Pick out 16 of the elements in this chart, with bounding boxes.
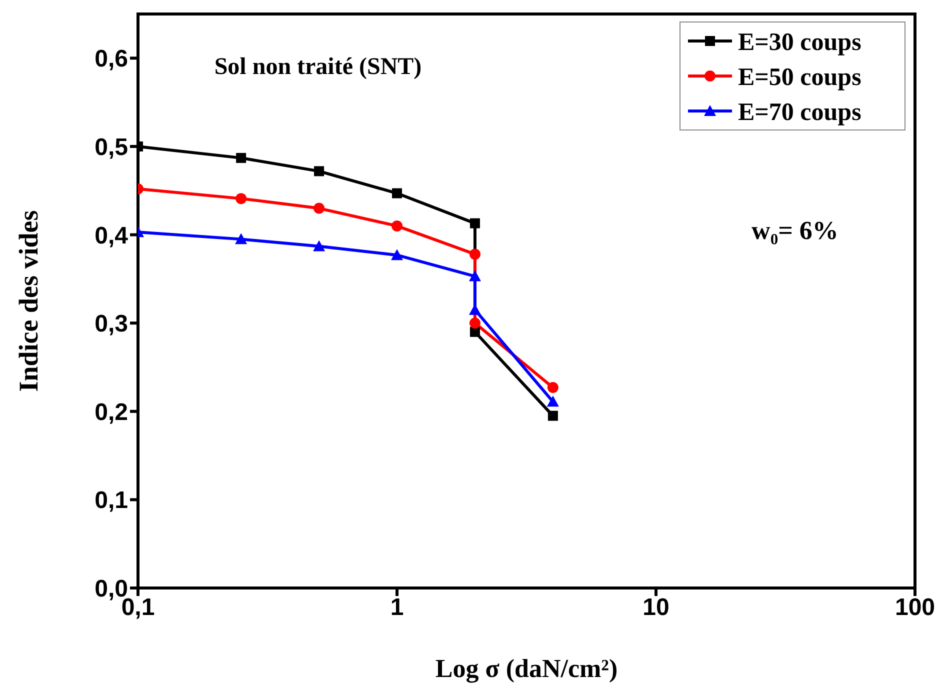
legend-label: E=30 coups — [738, 29, 862, 56]
x-tick-label: 100 — [894, 594, 935, 622]
text: Sol non traité (SNT) — [214, 54, 422, 80]
y-tick-label: 0,3 — [94, 310, 128, 338]
x-tick-label: 1 — [390, 594, 404, 622]
y-tick-label: 0,5 — [94, 134, 128, 161]
legend-label: E=70 coups — [738, 99, 862, 126]
y-tick-label: 0,2 — [94, 398, 128, 426]
annotation: w₀= 6% — [752, 216, 838, 245]
x-tick-label: 10 — [642, 594, 670, 622]
x-axis-title: Log σ (daN/cm²) — [435, 654, 618, 683]
y-tick-label: 0,1 — [94, 487, 128, 514]
y-tick-label: 0,6 — [94, 46, 128, 73]
y-tick-label: 0,4 — [94, 222, 129, 250]
y-axis-title: Indice des vides — [14, 210, 44, 392]
legend-label: E=50 coups — [738, 64, 862, 91]
